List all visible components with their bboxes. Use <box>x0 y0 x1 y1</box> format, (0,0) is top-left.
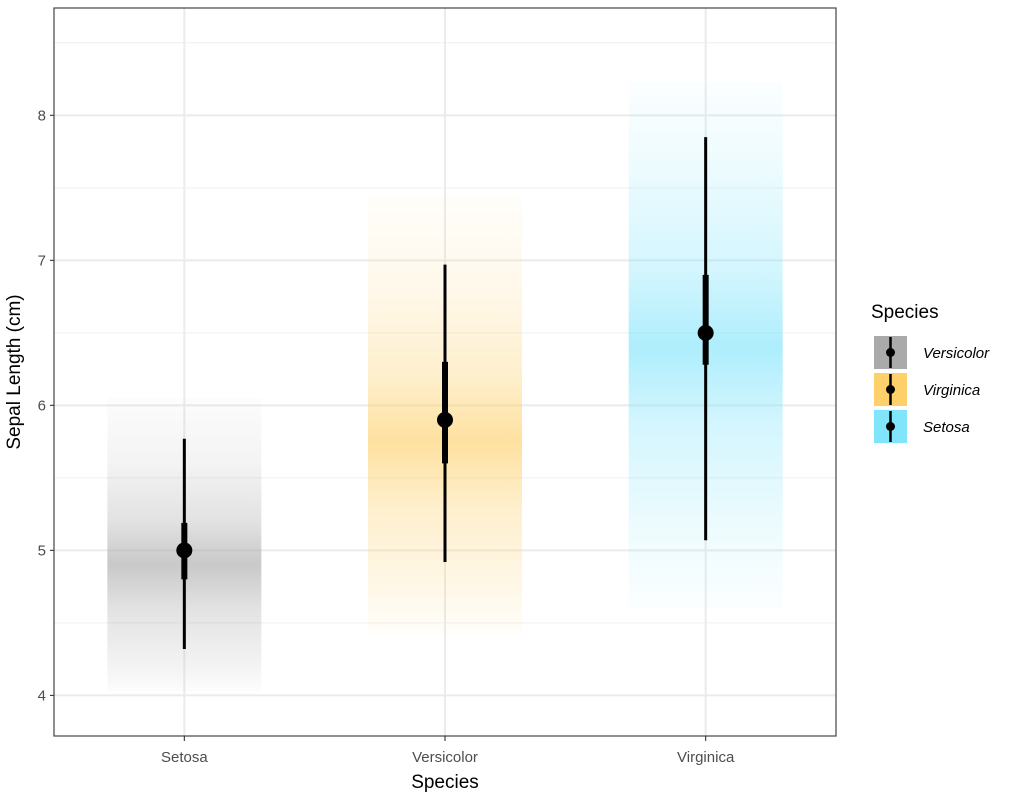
x-tick-label: Virginica <box>677 749 735 766</box>
legend-title: Species <box>871 302 939 323</box>
y-tick-label: 7 <box>38 252 46 269</box>
y-tick-label: 6 <box>38 397 46 414</box>
legend-entry: Versicolor <box>874 336 990 369</box>
intervals <box>176 137 714 649</box>
legend-label: Setosa <box>923 419 970 436</box>
point-setosa <box>176 542 193 559</box>
legend-point-icon <box>886 385 895 394</box>
x-tick-label: Setosa <box>161 749 208 766</box>
legend: Species Versicolor Virginica Setosa <box>871 302 990 443</box>
legend-label: Virginica <box>923 382 980 399</box>
legend-point-icon <box>886 422 895 431</box>
point-versicolor <box>437 411 453 428</box>
x-axis: Setosa Versicolor Virginica <box>161 736 735 766</box>
legend-point-icon <box>886 348 895 357</box>
legend-entry: Virginica <box>874 373 980 406</box>
y-axis: 4 5 6 7 8 <box>38 107 54 704</box>
y-tick-label: 5 <box>38 542 46 559</box>
x-axis-title: Species <box>411 772 479 793</box>
y-axis-title: Sepal Length (cm) <box>4 294 25 449</box>
y-tick-label: 8 <box>38 107 46 124</box>
x-tick-label: Versicolor <box>412 749 478 766</box>
point-virginica <box>697 324 714 341</box>
legend-label: Versicolor <box>923 345 990 362</box>
legend-entry: Setosa <box>874 410 970 443</box>
y-tick-label: 4 <box>38 687 46 704</box>
